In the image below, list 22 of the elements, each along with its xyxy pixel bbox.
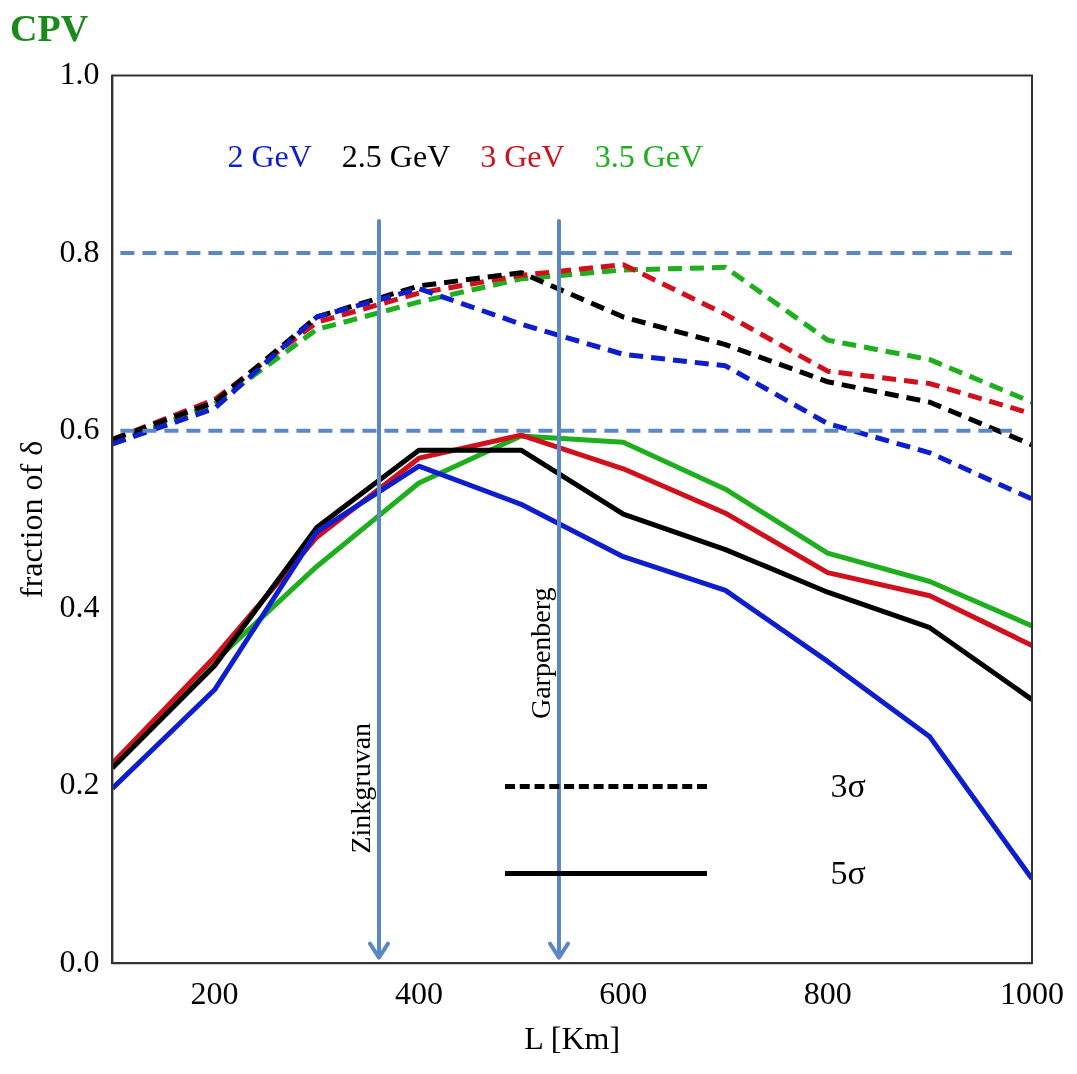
x-axis-title: L [Km] (524, 1020, 621, 1057)
x-tick-label: 1000 (1000, 974, 1064, 1011)
y-tick-label: 0.8 (59, 232, 100, 269)
text: 2 GeV (227, 137, 312, 174)
y-tick-label: 1.0 (59, 55, 100, 92)
annotation: 3σ (830, 766, 866, 804)
ref-line-label: Garpenberg (525, 587, 557, 720)
x-tick-label: 800 (803, 974, 852, 1011)
y-tick-label: 0.6 (59, 410, 100, 447)
x-tick-label: 400 (394, 974, 443, 1011)
x-tick-label: 600 (599, 974, 648, 1011)
text: 2.5 GeV (341, 137, 451, 174)
y-tick-label: 0.4 (59, 587, 100, 624)
ref-line-label: Zinkgruvan (345, 722, 377, 854)
y-axis-title: fraction of δ (12, 440, 49, 599)
x-tick-label: 200 (190, 974, 239, 1011)
annotation: 5σ (830, 853, 866, 891)
chart-title: CPV (10, 6, 89, 49)
y-tick-label: 0.0 (59, 942, 100, 979)
text: 3.5 GeV (594, 137, 704, 174)
y-tick-label: 0.2 (59, 765, 100, 802)
text: 3 GeV (480, 137, 565, 174)
